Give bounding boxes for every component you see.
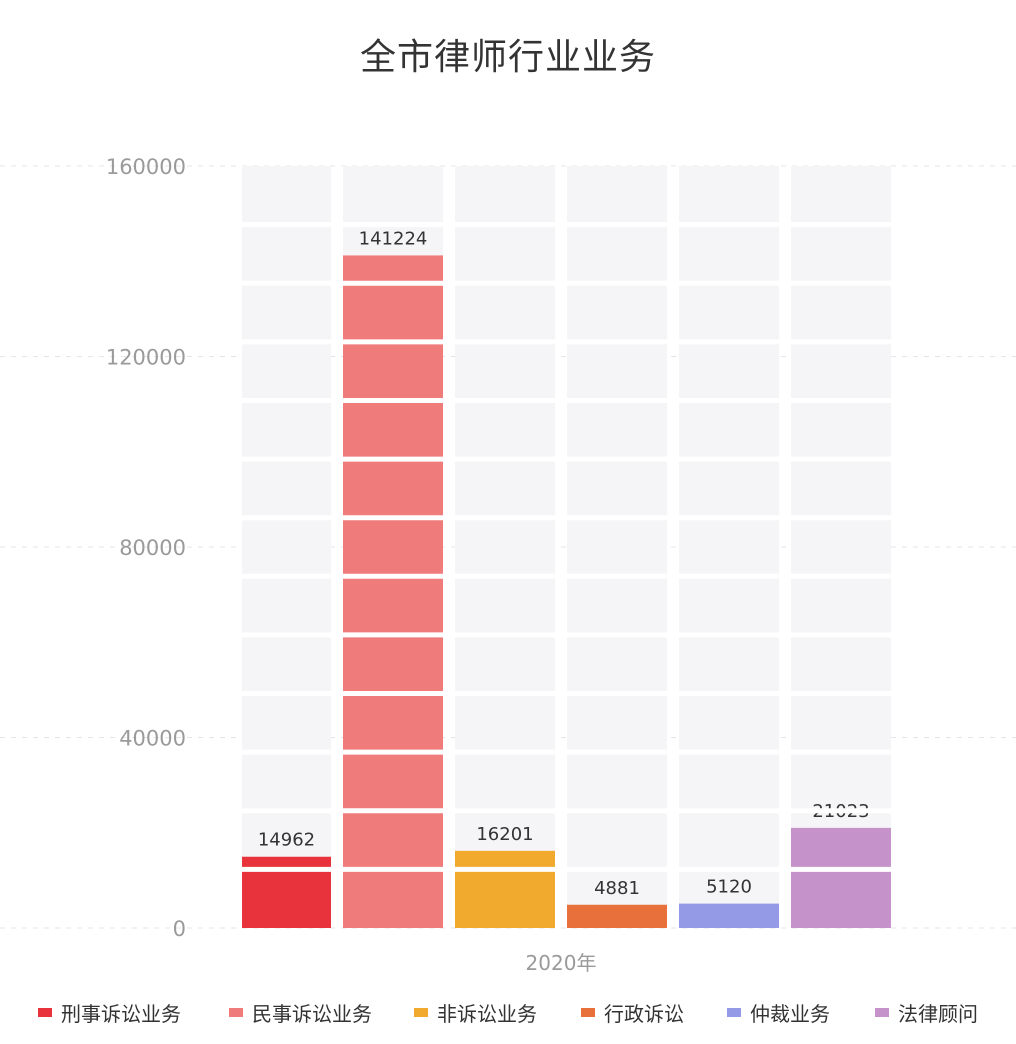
legend-label: 法律顾问	[898, 1001, 978, 1026]
legend-swatch	[414, 1007, 428, 1017]
data-label: 14962	[258, 830, 315, 851]
chart-legend: 刑事诉讼业务 民事诉讼业务 非诉讼业务 行政诉讼 仲裁业务 法律顾问	[0, 996, 1016, 1028]
legend-swatch	[229, 1007, 243, 1017]
legend-swatch	[581, 1007, 595, 1017]
legend-item[interactable]: 仲裁业务	[727, 996, 830, 1028]
legend-label: 非诉讼业务	[437, 1001, 537, 1026]
legend-swatch	[875, 1007, 889, 1017]
legend-label: 仲裁业务	[750, 1001, 830, 1026]
bar	[455, 850, 555, 928]
legend-swatch	[727, 1007, 741, 1017]
legend-item[interactable]: 行政诉讼	[581, 996, 684, 1028]
y-tick-label: 0	[173, 917, 186, 941]
bar-background	[679, 166, 779, 928]
bar-background	[791, 166, 891, 928]
y-tick-label: 120000	[106, 346, 186, 370]
legend-item[interactable]: 刑事诉讼业务	[38, 996, 181, 1028]
legend-label: 行政诉讼	[604, 1001, 684, 1026]
legend-item[interactable]: 法律顾问	[875, 996, 978, 1028]
bar-background	[242, 166, 331, 928]
y-tick-label: 160000	[106, 155, 186, 179]
data-label: 16201	[476, 824, 533, 845]
x-tick-label: 2020年	[526, 951, 597, 975]
y-tick-label: 80000	[119, 536, 186, 560]
bar-background	[567, 166, 667, 928]
data-label: 5120	[706, 877, 752, 898]
y-tick-label: 40000	[119, 727, 186, 751]
bar	[343, 255, 443, 928]
chart-title: 全市律师行业业务	[359, 37, 656, 78]
legend-label: 民事诉讼业务	[252, 1001, 372, 1026]
legend-item[interactable]: 非诉讼业务	[414, 996, 537, 1028]
data-label: 4881	[594, 878, 640, 899]
bar-chart: 14962141224162014881512021023 0400008000…	[0, 155, 1016, 975]
bar	[567, 904, 667, 928]
data-label: 141224	[359, 228, 428, 249]
bar	[679, 903, 779, 928]
bar-background	[455, 166, 555, 928]
bar	[791, 827, 891, 928]
legend-label: 刑事诉讼业务	[61, 1001, 181, 1026]
legend-item[interactable]: 民事诉讼业务	[229, 996, 372, 1028]
legend-swatch	[38, 1007, 52, 1017]
